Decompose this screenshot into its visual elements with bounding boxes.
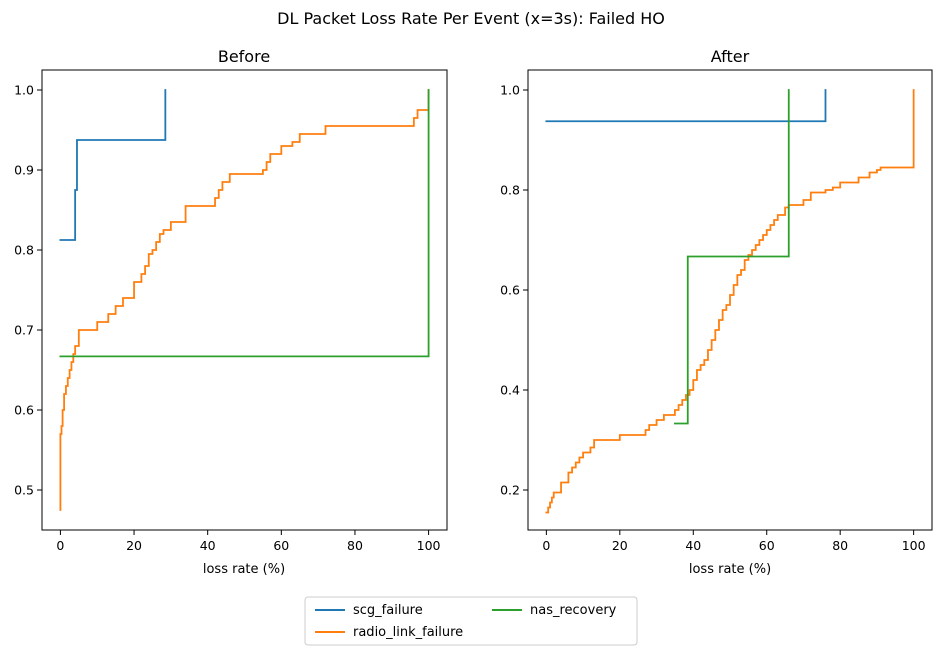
before-xtick-label: 0 (56, 538, 64, 553)
before-series-scg-failure (59, 89, 167, 241)
after-xtick-label: 20 (612, 538, 628, 553)
after-ytick-label: 0.6 (500, 283, 520, 298)
after-series-scg-failure (545, 89, 827, 123)
panel-after-xlabel: loss rate (%) (689, 562, 771, 577)
legend: scg_failure radio_link_failure nas_recov… (304, 596, 638, 646)
before-ytick-label: 0.7 (14, 323, 34, 338)
before-ytick-label: 0.8 (14, 243, 34, 258)
panel-after: After 0 20 40 60 80 100 0.2 0.4 0.6 0.8 1.0 loss r… (500, 47, 933, 577)
before-ytick-label: 0.9 (14, 163, 34, 178)
after-xtick-label: 60 (759, 538, 775, 553)
after-ytick-label: 0.8 (500, 183, 520, 198)
after-xtick-label: 0 (542, 538, 550, 553)
before-series-nas-recovery (59, 89, 430, 358)
legend-label-nas-recovery: nas_recovery (530, 603, 617, 618)
after-ytick-label: 0.2 (500, 483, 520, 498)
after-series-radio-link-failure (545, 89, 915, 514)
panel-before-frame (41, 69, 448, 531)
after-series-nas-recovery (674, 89, 790, 425)
panel-after-plot: 0 20 40 60 80 100 0.2 0.4 0.6 0.8 1.0 (500, 83, 926, 554)
panel-after-title: After (711, 47, 750, 66)
panel-before: Before 0 20 40 60 80 100 0.5 0.6 0.7 0.8 0.9 1.0 lo… (14, 47, 448, 577)
before-xtick-label: 60 (273, 538, 289, 553)
before-xtick-label: 20 (126, 538, 142, 553)
after-xtick-label: 100 (902, 538, 926, 553)
after-ytick-label: 0.4 (500, 383, 520, 398)
panel-before-title: Before (218, 47, 270, 66)
before-xtick-label: 40 (200, 538, 216, 553)
after-ytick-label: 1.0 (500, 83, 520, 98)
panel-before-plot: 0 20 40 60 80 100 0.5 0.6 0.7 0.8 0.9 1.0 (14, 83, 440, 554)
before-ytick-label: 1.0 (14, 83, 34, 98)
before-ytick-label: 0.5 (14, 483, 34, 498)
before-ytick-label: 0.6 (14, 403, 34, 418)
after-xtick-label: 40 (685, 538, 701, 553)
before-xtick-label: 100 (417, 538, 441, 553)
panel-after-frame (527, 69, 933, 531)
before-series-radio-link-failure (59, 89, 430, 511)
legend-label-scg-failure: scg_failure (353, 603, 423, 618)
before-xtick-label: 80 (347, 538, 363, 553)
panel-before-xlabel: loss rate (%) (203, 562, 285, 577)
after-xtick-label: 80 (832, 538, 848, 553)
figure-title: DL Packet Loss Rate Per Event (x=3s): Fa… (277, 9, 665, 28)
legend-box (304, 596, 638, 646)
legend-label-radio-link-failure: radio_link_failure (353, 625, 463, 640)
